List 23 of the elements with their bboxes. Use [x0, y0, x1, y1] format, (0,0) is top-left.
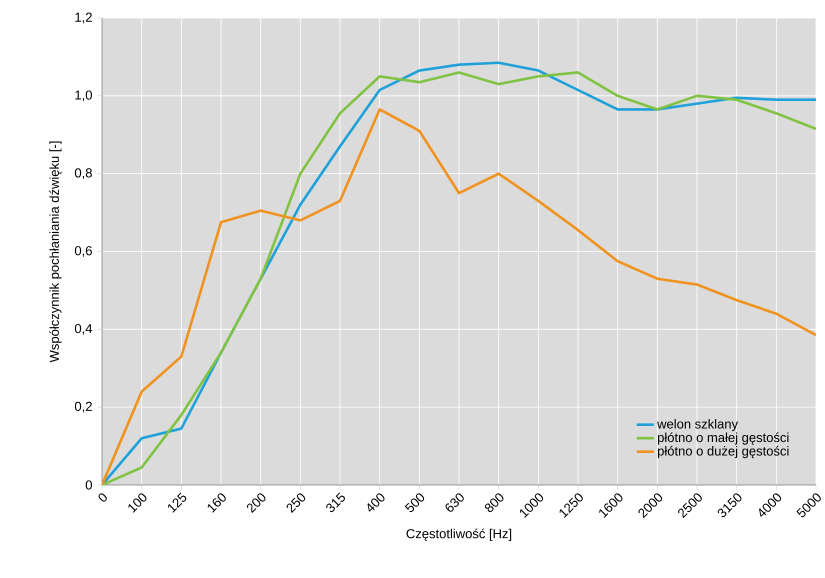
x-tick-label: 250	[286, 493, 306, 513]
x-tick-label: 400	[368, 493, 384, 512]
x-tick-label: 160	[208, 493, 226, 513]
y-tick-label: 1,2	[75, 12, 92, 24]
y-tick-label: 0,6	[74, 246, 92, 257]
y-tick-label: 1,0	[75, 90, 92, 102]
y-axis-title: Współczynnik pochłaniania dźwięku [-]	[49, 142, 62, 362]
x-tick-label: 100	[128, 493, 146, 513]
x-tick-label: 630	[446, 493, 464, 512]
x-tick-label: 500	[404, 493, 424, 512]
legend-label: welon szklany	[657, 419, 738, 432]
x-axis-title: Częstotliwość [Hz]	[406, 528, 512, 541]
y-tick-label: 0,2	[74, 402, 92, 413]
x-tick-label: 200	[246, 493, 266, 513]
x-tick-label: 0	[98, 493, 107, 502]
y-tick-label: 0,8	[74, 168, 92, 180]
y-tick-label: 0,4	[74, 324, 92, 335]
legend-label: płótno o dużej gęstości	[658, 446, 788, 458]
x-tick-label: 800	[484, 493, 504, 512]
y-tick-label: 0	[86, 480, 92, 490]
legend-label: płótno o małej gęstości	[658, 432, 788, 445]
x-tick-label: 125	[168, 492, 186, 513]
x-tick-label: 315	[326, 492, 345, 512]
